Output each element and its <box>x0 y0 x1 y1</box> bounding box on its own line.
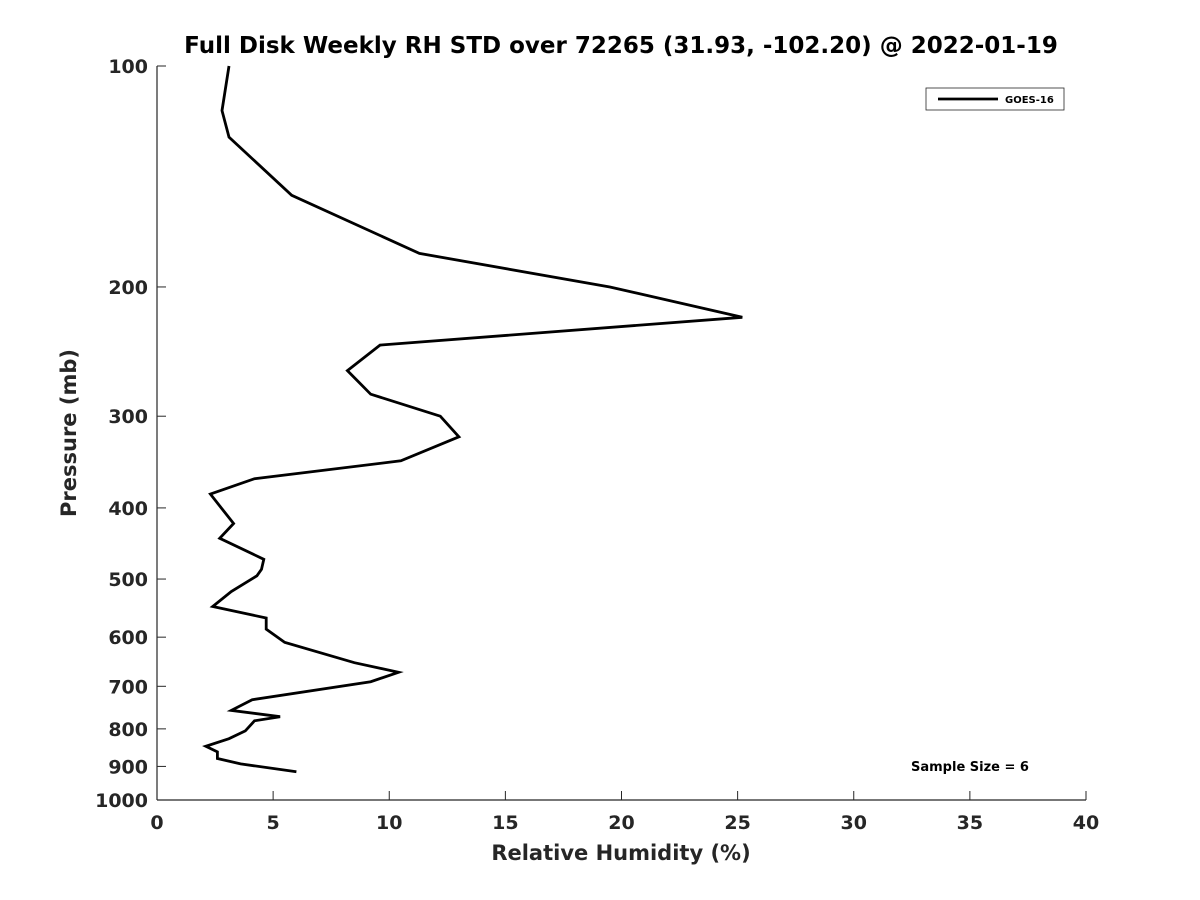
x-tick-label: 25 <box>724 812 750 834</box>
x-tick-label: 20 <box>608 812 634 834</box>
y-ticks: 100 200 300 400 500 600 700 800 900 1000 <box>95 56 166 812</box>
x-tick-label: 30 <box>841 812 867 834</box>
x-tick-label: 10 <box>376 812 402 834</box>
y-tick-label: 100 <box>108 56 148 78</box>
y-tick-label: 600 <box>108 627 148 649</box>
x-tick-label: 0 <box>150 812 163 834</box>
y-tick-label: 500 <box>108 569 148 591</box>
legend: GOES-16 <box>925 87 1065 111</box>
y-tick-label: 300 <box>108 406 148 428</box>
axes <box>156 66 1086 801</box>
y-tick-label: 700 <box>108 676 148 698</box>
x-axis-label: Relative Humidity (%) <box>491 841 750 865</box>
x-tick-label: 40 <box>1073 812 1099 834</box>
series-line-goes-16 <box>202 65 743 774</box>
y-tick-label: 900 <box>108 756 148 778</box>
x-tick-label: 35 <box>957 812 983 834</box>
x-tick-label: 5 <box>267 812 280 834</box>
x-tick-label: 15 <box>492 812 518 834</box>
y-tick-label: 1000 <box>95 790 148 812</box>
series-layer <box>202 65 743 774</box>
y-axis-label: Pressure (mb) <box>57 349 81 517</box>
chart-title: Full Disk Weekly RH STD over 72265 (31.9… <box>184 33 1058 59</box>
sample-size-annotation: Sample Size = 6 <box>911 760 1029 775</box>
x-ticks: 0 5 10 15 20 25 30 35 40 <box>150 791 1099 834</box>
y-tick-label: 200 <box>108 277 148 299</box>
y-tick-label: 800 <box>108 719 148 741</box>
legend-label: GOES-16 <box>1005 95 1054 106</box>
y-tick-label: 400 <box>108 498 148 520</box>
